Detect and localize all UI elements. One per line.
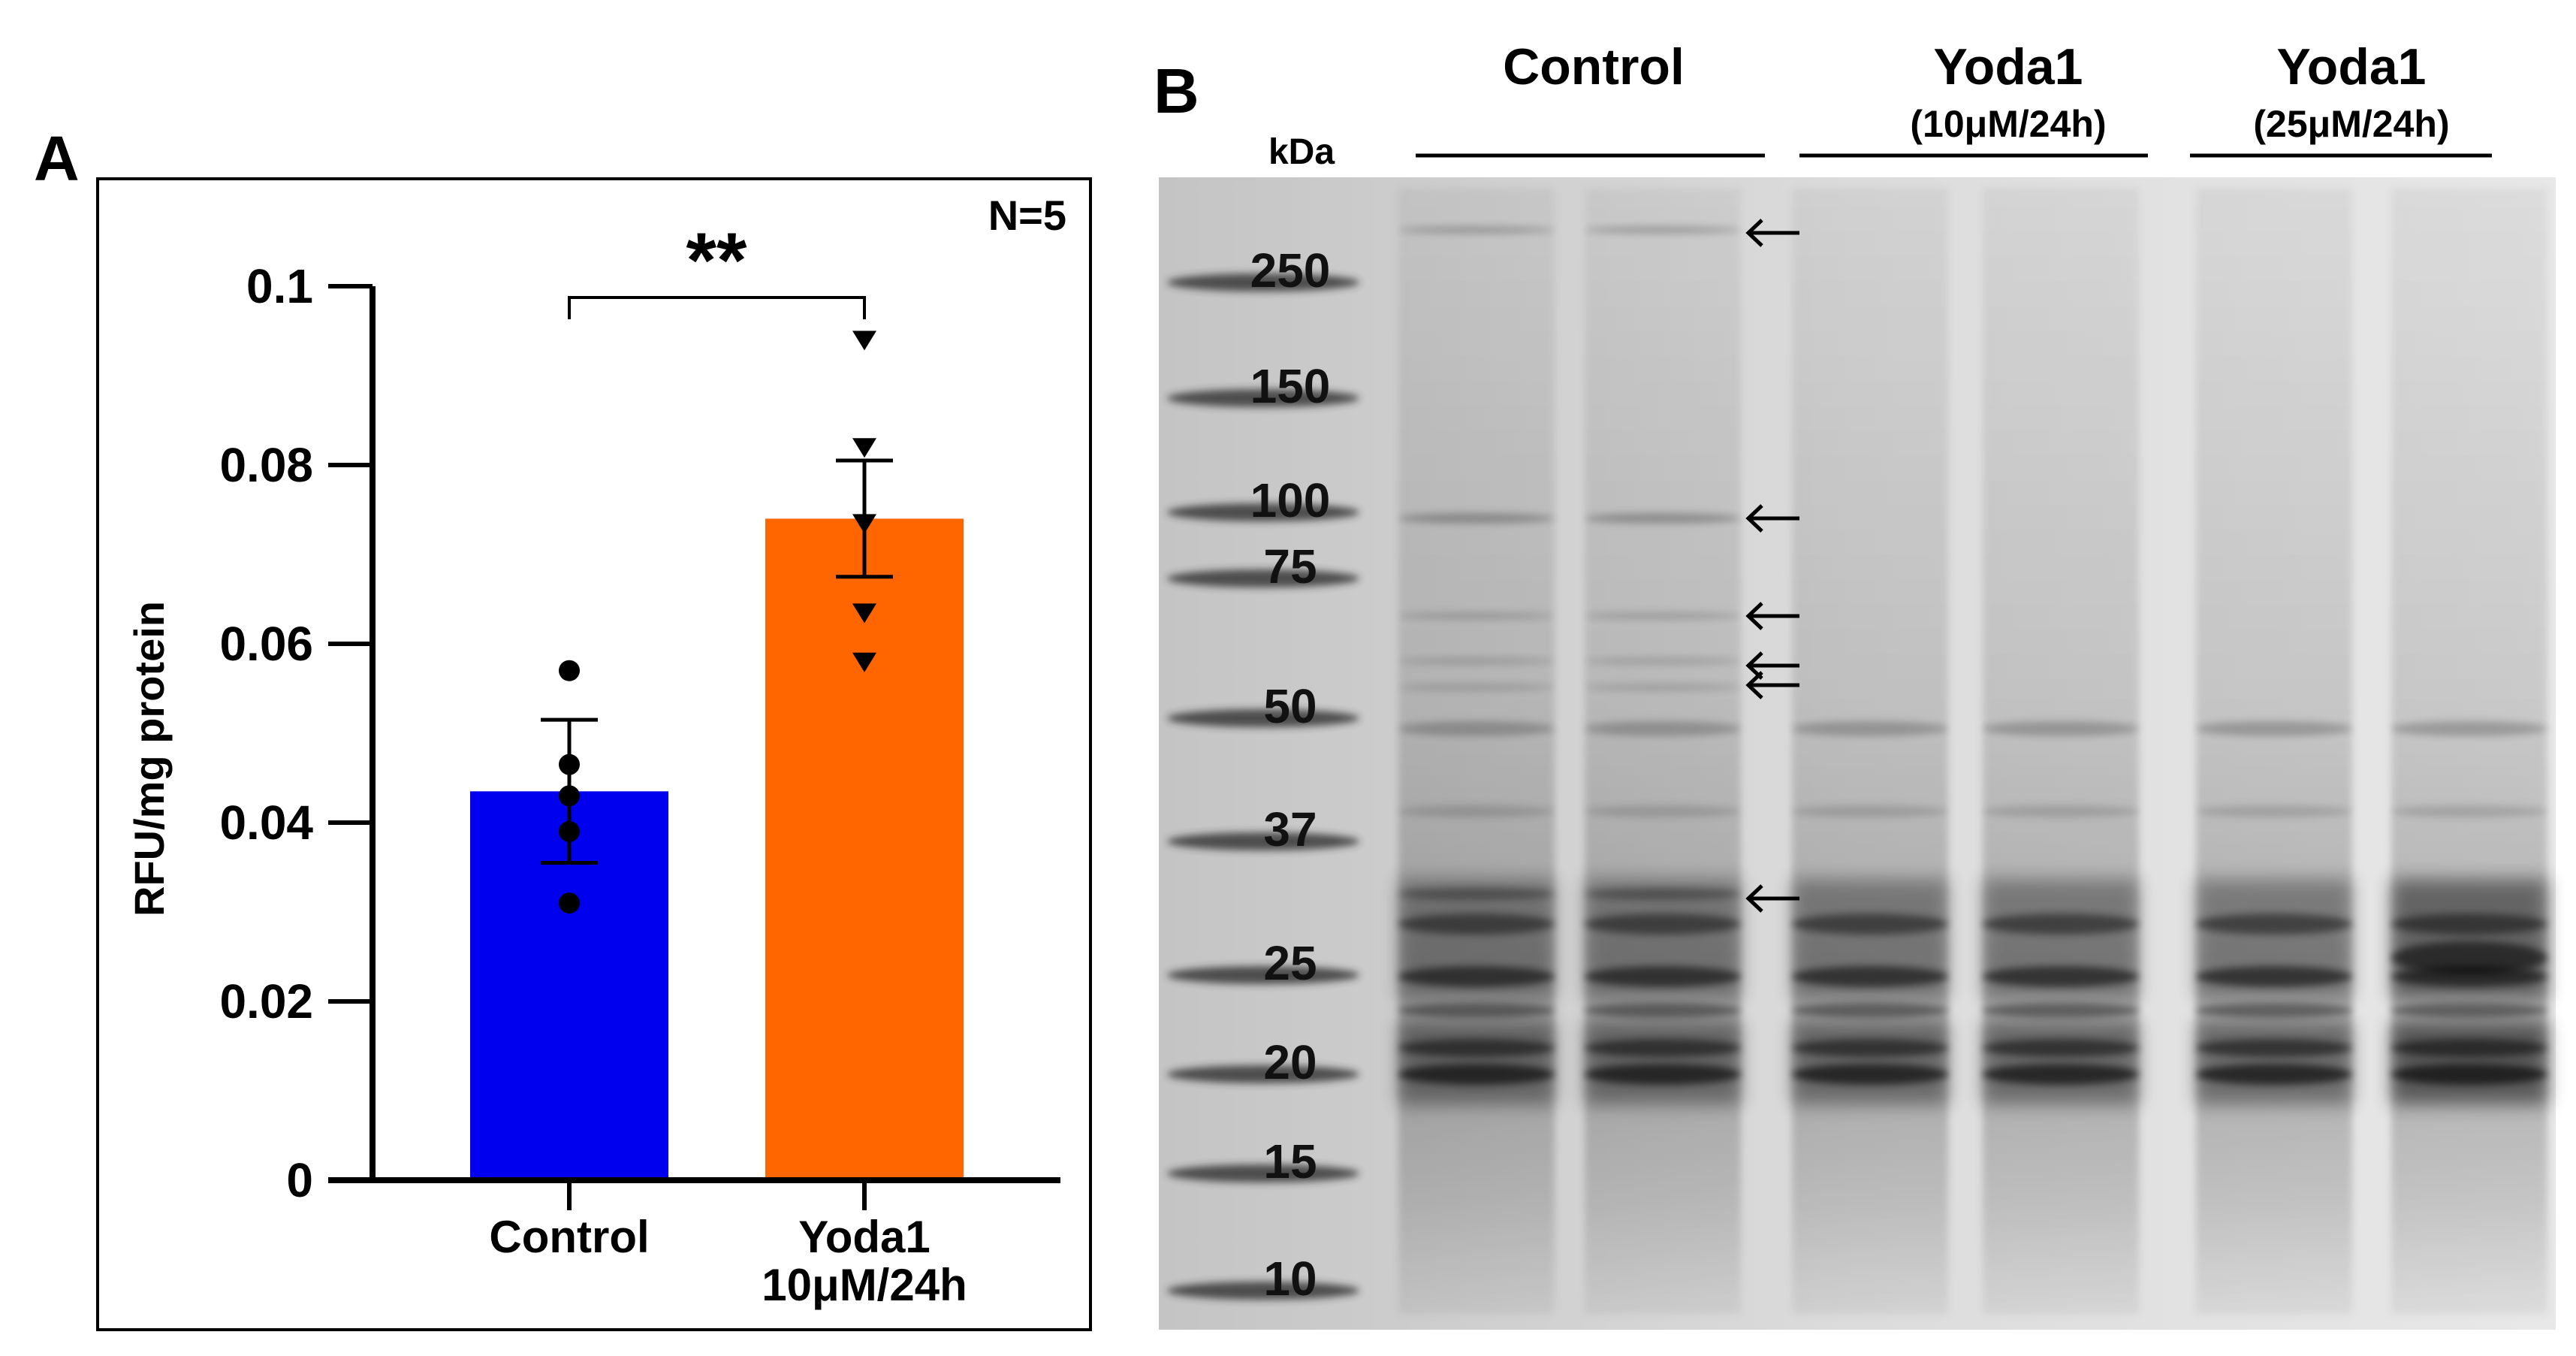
x-tick-label: Yoda1 xyxy=(798,1212,931,1262)
marker-label-50: 50 xyxy=(1263,679,1317,733)
data-point xyxy=(852,514,876,534)
marker-label-100: 100 xyxy=(1250,473,1331,527)
data-point xyxy=(852,652,876,672)
gel-lane-1 xyxy=(1398,188,1555,1315)
points-layer xyxy=(559,331,876,914)
data-point xyxy=(559,660,580,681)
data-point xyxy=(559,820,580,842)
marker-label-37: 37 xyxy=(1263,802,1317,856)
panel-b: B kDa Control Yoda1 (10μM/24h) Yoda1 (25… xyxy=(1154,38,2556,1330)
marker-label-150: 150 xyxy=(1250,359,1331,413)
group-sublabel-yoda1-25: (25μM/24h) xyxy=(2253,103,2449,145)
band-arrow xyxy=(1745,884,1799,913)
data-point xyxy=(852,331,876,351)
marker-band xyxy=(1167,1282,1359,1300)
band-arrow xyxy=(1745,504,1799,533)
panel-b-letter: B xyxy=(1154,56,1199,126)
marker-label-20: 20 xyxy=(1263,1035,1317,1089)
panel-a: A N=5 RFU/mg protein 0 0.02 0.04 0.06 0.08 0.… xyxy=(34,123,1092,1331)
group-label-yoda1-25: Yoda1 xyxy=(2276,38,2426,95)
marker-band xyxy=(1167,569,1359,587)
gel-lane-3 xyxy=(1792,188,1948,1315)
bar-1 xyxy=(765,518,964,1180)
group-label-control: Control xyxy=(1503,38,1685,95)
bracket-line xyxy=(568,296,866,319)
panel-a-letter: A xyxy=(34,123,80,194)
significance-bracket: ** xyxy=(568,217,866,319)
marker-band xyxy=(1167,273,1359,291)
gel-marker-ladder: 250 150 100 75 50 37 25 20 15 10 xyxy=(1167,243,1359,1306)
gel-lane-4 xyxy=(1983,188,2139,1315)
marker-band xyxy=(1167,832,1359,850)
marker-band xyxy=(1167,1164,1359,1182)
marker-band xyxy=(1167,709,1359,727)
gel-lane-5 xyxy=(2196,188,2352,1315)
y-tick-label: 0 xyxy=(286,1153,313,1207)
marker-band xyxy=(1167,966,1359,984)
data-point xyxy=(852,603,876,624)
marker-band xyxy=(1167,1065,1359,1083)
group-sublabel-yoda1-10: (10μM/24h) xyxy=(1910,103,2106,145)
gel-lane-6 xyxy=(2391,188,2547,1315)
band-arrows xyxy=(1745,219,1799,913)
marker-label-10: 10 xyxy=(1263,1252,1317,1306)
significance-stars: ** xyxy=(686,217,747,304)
y-tick-label: 0.1 xyxy=(246,259,313,313)
gel-image: 250 150 100 75 50 37 25 20 15 10 xyxy=(1159,177,2556,1330)
panel-a-frame xyxy=(96,177,1092,1331)
y-tick-label: 0.02 xyxy=(219,974,313,1028)
x-tick-label: 10μM/24h xyxy=(762,1260,967,1310)
y-tick-label: 0.06 xyxy=(219,617,313,671)
marker-band xyxy=(1167,503,1359,521)
gel-lane-2 xyxy=(1585,188,1741,1315)
bars-layer xyxy=(470,518,964,1180)
marker-label-25: 25 xyxy=(1263,936,1317,990)
y-tick-label: 0.04 xyxy=(219,796,313,850)
data-point xyxy=(559,892,580,914)
data-point xyxy=(852,438,876,458)
marker-label-250: 250 xyxy=(1250,243,1331,297)
kda-label: kDa xyxy=(1268,132,1335,172)
y-axis-label: RFU/mg protein xyxy=(125,601,173,917)
data-point xyxy=(559,754,580,775)
band-arrow xyxy=(1745,671,1799,699)
marker-label-75: 75 xyxy=(1263,539,1317,593)
data-point xyxy=(559,785,580,807)
y-tick-label: 0.08 xyxy=(219,438,313,492)
n-label: N=5 xyxy=(988,192,1066,239)
marker-band xyxy=(1167,389,1359,407)
gel-lanes xyxy=(1398,188,2547,1315)
band-arrow xyxy=(1745,602,1799,630)
y-ticks-layer: 0 0.02 0.04 0.06 0.08 0.1 xyxy=(219,259,373,1207)
band-arrow xyxy=(1745,219,1799,247)
marker-label-15: 15 xyxy=(1263,1134,1317,1188)
group-label-yoda1-10: Yoda1 xyxy=(1933,38,2083,95)
x-tick-label: Control xyxy=(489,1212,649,1262)
group-labels: Control Yoda1 (10μM/24h) Yoda1 (25μM/24h… xyxy=(1416,38,2492,158)
